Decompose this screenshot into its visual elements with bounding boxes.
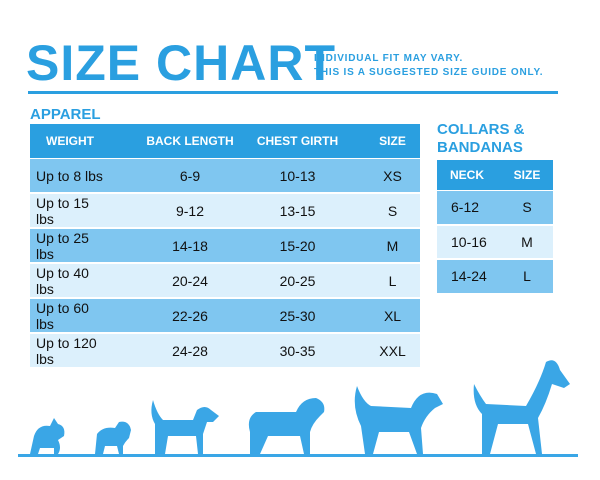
table-cell: 20-24 <box>172 272 208 289</box>
table-header <box>437 160 553 190</box>
table-cell: 6-12 <box>451 199 480 216</box>
note: INDIVIDUAL FIT MAY VARY. <box>314 53 464 64</box>
dog <box>95 421 131 454</box>
table-cell: 14-24 <box>451 268 487 285</box>
table-cell: Up to 8 lbs <box>36 167 103 184</box>
table-row <box>437 225 553 258</box>
section-title-line: COLLARS & <box>437 121 525 138</box>
table-cell: Up to 120 lbs <box>36 334 97 367</box>
table-cell: Up to 60 lbs <box>36 299 89 332</box>
table-header <box>30 124 420 158</box>
dog-silhouettes <box>18 360 578 457</box>
table-cell: L <box>388 272 397 289</box>
table-cell: Up to 40 lbs <box>36 264 89 297</box>
dog <box>473 360 570 454</box>
column-header: CHEST GIRTH <box>256 134 339 148</box>
dog <box>354 386 443 454</box>
table-cell: 25-30 <box>279 307 316 324</box>
table-row <box>437 191 553 224</box>
table-cell: 6-9 <box>179 167 201 184</box>
table-cell: 9-12 <box>175 202 205 219</box>
title: SIZE CHART <box>26 35 336 91</box>
ground <box>18 454 578 457</box>
table-cell: Up to 15 lbs <box>36 194 89 227</box>
section-title: APPAREL <box>30 106 101 123</box>
table-row <box>437 260 553 293</box>
table-row <box>30 264 420 297</box>
column-header: WEIGHT <box>46 134 94 148</box>
table-cell: 24-28 <box>172 342 208 359</box>
column-header: NECK <box>449 168 484 182</box>
table-row <box>30 334 420 367</box>
column-header: BACK LENGTH <box>146 134 234 148</box>
dog <box>30 418 65 454</box>
table-row <box>30 299 420 332</box>
note: THIS IS A SUGGESTED SIZE GUIDE ONLY. <box>314 67 544 78</box>
table-cell: 20-25 <box>279 272 316 289</box>
column-header: SIZE <box>513 168 541 182</box>
table-cell: 13-15 <box>279 202 316 219</box>
table-cell: 10-16 <box>451 233 487 250</box>
dog <box>151 400 219 454</box>
table-cell: M <box>386 237 399 254</box>
table-cell: S <box>387 202 398 219</box>
table-cell: L <box>523 268 531 285</box>
table-cell: XXL <box>379 342 406 359</box>
table-cell: Up to 25 lbs <box>36 229 89 262</box>
table-row <box>30 194 420 227</box>
table-cell: 10-13 <box>279 167 316 184</box>
table-cell: XL <box>383 307 402 324</box>
table-cell: XS <box>383 167 402 184</box>
table-row <box>30 229 420 262</box>
table-cell: 15-20 <box>279 237 316 254</box>
section-title: COLLARS & BANDANAS <box>437 121 525 157</box>
table-cell: 30-35 <box>279 342 316 359</box>
table-cell: S <box>522 199 532 216</box>
table-cell: M <box>521 233 533 250</box>
dog <box>248 398 325 454</box>
table-row <box>30 159 420 192</box>
title-rule <box>28 91 558 94</box>
table-cell: 14-18 <box>172 237 208 254</box>
table-cell: 22-26 <box>172 307 208 324</box>
column-header: SIZE <box>379 134 406 148</box>
section-title-line: BANDANAS <box>437 139 523 156</box>
